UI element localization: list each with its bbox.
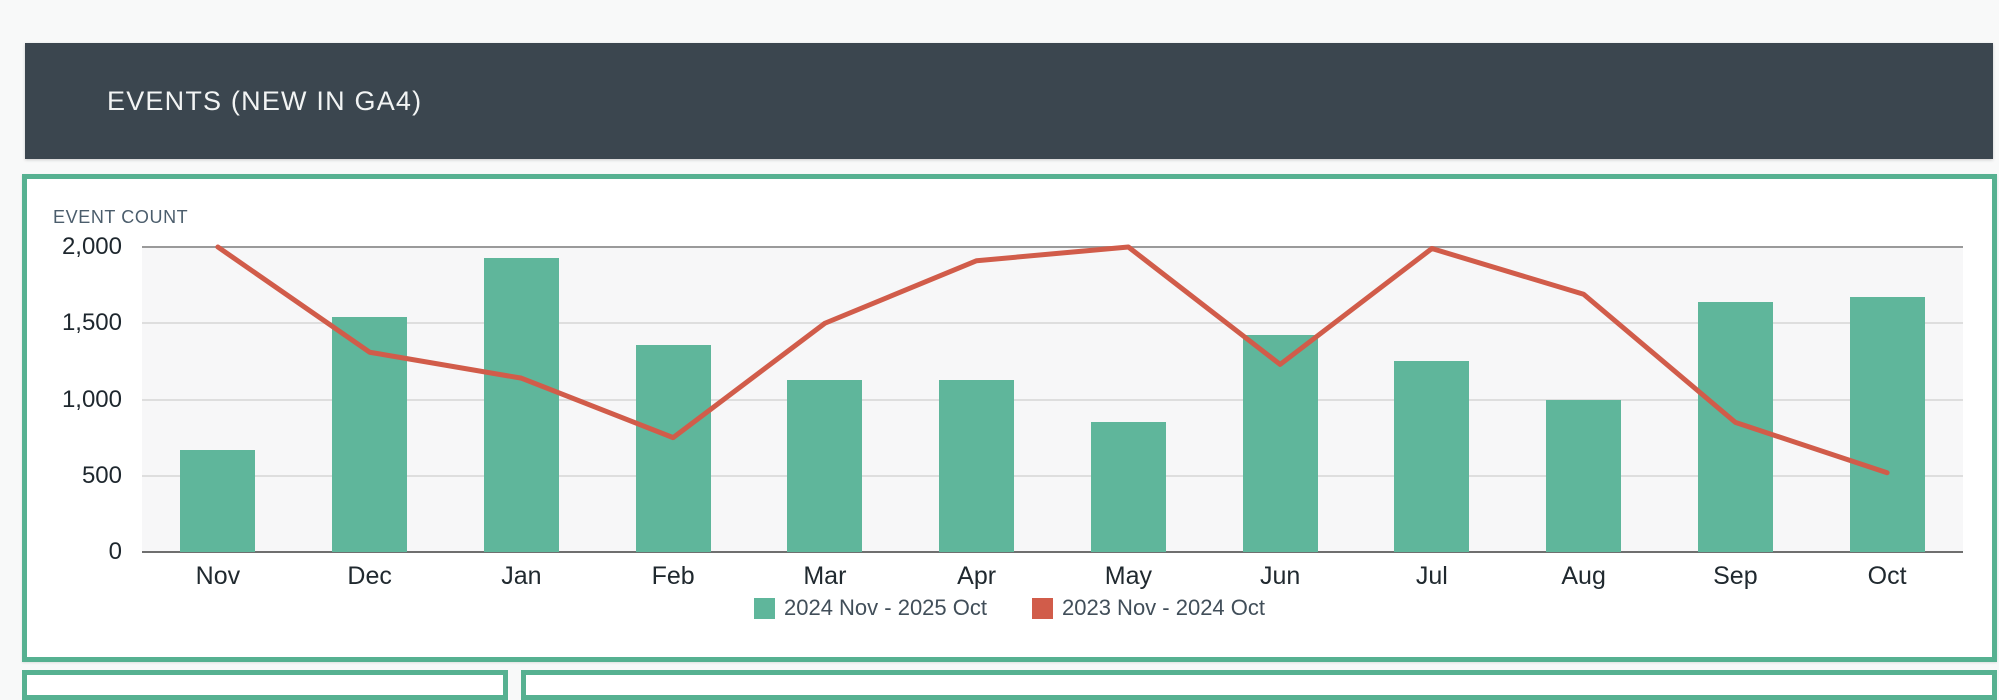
- legend-swatch-bar-series: [753, 597, 775, 619]
- bar-oct[interactable]: [1849, 297, 1925, 552]
- gridline-500: [142, 474, 1963, 477]
- bar-jan[interactable]: [483, 257, 559, 552]
- x-axis-label-feb: Feb: [651, 562, 695, 590]
- x-axis-label-mar: Mar: [803, 562, 847, 590]
- legend-item-previous-period[interactable]: 2023 Nov - 2024 Oct: [1032, 595, 1265, 621]
- x-axis-label-jun: Jun: [1259, 562, 1301, 590]
- x-axis-label-dec: Dec: [347, 562, 392, 590]
- x-axis-label-apr: Apr: [957, 562, 997, 590]
- bar-feb[interactable]: [635, 344, 711, 552]
- legend-label-current-period: 2024 Nov - 2025 Oct: [783, 595, 987, 620]
- next-panel-right-edge: [521, 670, 1997, 700]
- legend-item-current-period[interactable]: 2024 Nov - 2025 Oct: [753, 595, 987, 621]
- chart-title: EVENT COUNT: [53, 207, 189, 227]
- gridline-1500: [142, 322, 1963, 325]
- bar-apr[interactable]: [939, 379, 1015, 552]
- y-axis-tick-label: 500: [81, 461, 122, 489]
- legend-label-previous-period: 2023 Nov - 2024 Oct: [1062, 595, 1266, 620]
- y-axis-tick-label: 1,500: [61, 309, 122, 337]
- y-axis-tick-label: 0: [108, 538, 122, 565]
- gridline-0: [142, 551, 1963, 553]
- gridline-2000: [142, 246, 1963, 248]
- x-axis-label-aug: Aug: [1561, 562, 1606, 590]
- bar-jun[interactable]: [1242, 335, 1318, 552]
- bar-sep[interactable]: [1697, 301, 1773, 552]
- bar-mar[interactable]: [787, 379, 863, 552]
- x-axis-label-nov: Nov: [195, 562, 241, 590]
- bar-jul[interactable]: [1394, 361, 1470, 552]
- bar-may[interactable]: [1090, 422, 1166, 552]
- x-axis-label-jul: Jul: [1415, 562, 1448, 590]
- bar-nov[interactable]: [180, 449, 256, 552]
- next-panel-left-edge: [22, 670, 508, 700]
- chart-plot-area: 0 500 1,000 1,500 2,000 Nov Dec Jan Feb Mar Apr May…: [62, 233, 1963, 590]
- x-axis-label-may: May: [1104, 562, 1152, 590]
- x-axis-label-sep: Sep: [1713, 562, 1758, 590]
- x-axis-label-jan: Jan: [501, 562, 542, 590]
- chart-legend: 2024 Nov - 2025 Oct 2023 Nov - 2024 Oct: [27, 595, 1992, 621]
- section-header-bar: EVENTS (NEW IN GA4): [25, 43, 1993, 159]
- bar-aug[interactable]: [1546, 399, 1622, 552]
- y-axis-tick-label: 2,000: [61, 233, 122, 260]
- gridline-1000: [142, 398, 1963, 401]
- line-series-previous-period[interactable]: [142, 244, 1963, 552]
- legend-swatch-line-series: [1032, 597, 1053, 619]
- section-title: EVENTS (NEW IN GA4): [107, 85, 423, 116]
- x-axis-label-oct: Oct: [1867, 562, 1907, 590]
- y-axis-tick-label: 1,000: [61, 385, 122, 413]
- chart-panel: EVENT COUNT 0 500 1,000 1,500 2,000 Nov Dec Jan…: [22, 174, 1997, 662]
